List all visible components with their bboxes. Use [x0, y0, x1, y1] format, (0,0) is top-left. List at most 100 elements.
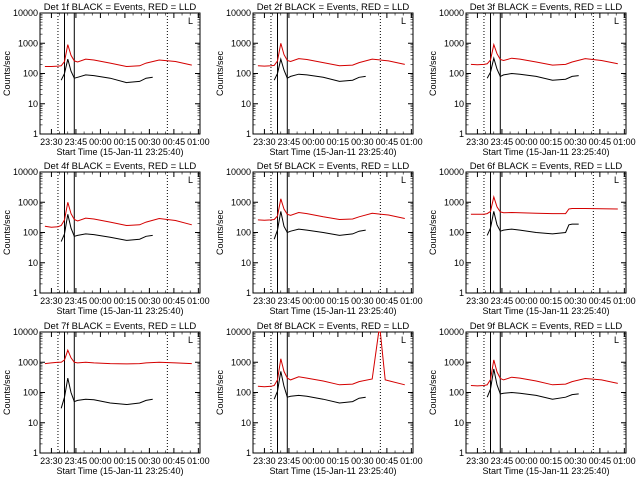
series-lld-line: [257, 43, 405, 67]
corner-mark: L: [401, 175, 406, 185]
series-lld-line: [470, 42, 618, 66]
x-tick-label: 01:00: [613, 296, 636, 306]
y-tick-label: 1: [246, 288, 251, 298]
x-tick-label: 00:00: [302, 296, 325, 306]
x-tick-label: 01:00: [187, 456, 210, 466]
y-tick-label: 1000: [444, 197, 464, 207]
y-tick-label: 1: [246, 448, 251, 458]
panel-title: Det 3f BLACK = Events, RED = LLD: [470, 2, 623, 13]
y-tick-label: 10: [241, 258, 251, 268]
y-tick-label: 100: [236, 388, 251, 398]
y-tick-label: 10: [454, 99, 464, 109]
panel-title: Det 1f BLACK = Events, RED = LLD: [44, 2, 197, 13]
series-events-line: [486, 368, 579, 400]
x-tick-label: 00:45: [589, 296, 612, 306]
y-tick-label: 100: [236, 69, 251, 79]
y-tick-label: 1000: [231, 357, 251, 367]
panel-title: Det 8f BLACK = Events, RED = LLD: [257, 321, 410, 332]
corner-mark: L: [188, 175, 193, 185]
y-tick-label: 100: [449, 388, 464, 398]
series-lld-line: [44, 348, 192, 365]
y-axis-label: Counts/sec: [428, 50, 438, 96]
x-tick-label: 23:45: [491, 296, 514, 306]
y-tick-label: 10000: [13, 8, 38, 18]
y-tick-label: 100: [449, 228, 464, 238]
panel-7: Det 7f BLACK = Events, RED = LLD 1 10 100 10…: [2, 321, 210, 476]
panel-title: Det 2f BLACK = Events, RED = LLD: [257, 2, 410, 13]
panel-4: Det 4f BLACK = Events, RED = LLD 1 10 100 10…: [2, 161, 210, 316]
y-tick-label: 10000: [226, 8, 251, 18]
series-events-line: [273, 211, 366, 240]
x-tick-label: 23:45: [491, 137, 514, 147]
y-tick-label: 100: [449, 69, 464, 79]
y-tick-label: 1000: [231, 38, 251, 48]
y-tick-label: 100: [23, 69, 38, 79]
x-tick-label: 00:00: [89, 296, 112, 306]
y-axis-label: Counts/sec: [215, 369, 225, 415]
x-tick-label: 23:45: [65, 296, 88, 306]
y-tick-label: 10000: [439, 8, 464, 18]
x-tick-label: 23:45: [65, 456, 88, 466]
y-tick-label: 1000: [444, 357, 464, 367]
panel-title: Det 4f BLACK = Events, RED = LLD: [44, 161, 197, 172]
y-tick-label: 100: [23, 228, 38, 238]
x-tick-label: 00:15: [540, 296, 563, 306]
x-tick-label: 00:00: [89, 456, 112, 466]
x-axis-label: Start Time (15-Jan-11 23:25:40): [57, 306, 184, 316]
x-tick-label: 00:15: [540, 137, 563, 147]
series-events-line: [273, 57, 366, 82]
y-tick-label: 1000: [18, 197, 38, 207]
x-tick-label: 01:00: [187, 296, 210, 306]
x-tick-label: 23:30: [40, 296, 63, 306]
y-tick-label: 10000: [13, 327, 38, 337]
corner-mark: L: [401, 335, 406, 345]
x-tick-label: 00:45: [589, 456, 612, 466]
y-tick-label: 1: [33, 129, 38, 139]
y-axis-label: Counts/sec: [215, 209, 225, 255]
x-axis-label: Start Time (15-Jan-11 23:25:40): [270, 147, 397, 157]
y-axis-label: Counts/sec: [2, 209, 12, 255]
x-tick-label: 00:15: [540, 456, 563, 466]
x-tick-label: 23:45: [491, 456, 514, 466]
corner-mark: L: [401, 16, 406, 26]
panel-9: Det 9f BLACK = Events, RED = LLD 1 10 100 10…: [428, 321, 636, 476]
y-axis-label: Counts/sec: [428, 369, 438, 415]
x-tick-label: 00:30: [351, 137, 374, 147]
y-tick-label: 100: [236, 228, 251, 238]
x-tick-label: 23:30: [253, 456, 276, 466]
panel-3: Det 3f BLACK = Events, RED = LLD 1 10 100 10…: [428, 2, 636, 157]
series-lld-line: [257, 198, 405, 221]
panel-8: Det 8f BLACK = Events, RED = LLD 1 10 100 10…: [215, 321, 423, 476]
panel-2: Det 2f BLACK = Events, RED = LLD 1 10 100 10…: [215, 2, 423, 157]
y-tick-label: 10: [454, 258, 464, 268]
panel-5: Det 5f BLACK = Events, RED = LLD 1 10 100 10…: [215, 161, 423, 316]
x-tick-label: 00:30: [564, 137, 587, 147]
x-tick-label: 00:30: [351, 456, 374, 466]
series-events-line: [486, 211, 579, 236]
x-tick-label: 00:45: [376, 296, 399, 306]
series-events-line: [60, 58, 153, 84]
x-tick-label: 00:45: [163, 296, 186, 306]
x-tick-label: 00:30: [564, 296, 587, 306]
y-tick-label: 10: [454, 418, 464, 428]
x-tick-label: 00:00: [302, 456, 325, 466]
x-tick-label: 00:00: [515, 456, 538, 466]
y-tick-label: 1: [246, 129, 251, 139]
y-tick-label: 1: [33, 448, 38, 458]
x-tick-label: 23:30: [253, 137, 276, 147]
panel-title: Det 5f BLACK = Events, RED = LLD: [257, 161, 410, 172]
x-tick-label: 00:30: [564, 456, 587, 466]
x-axis-label: Start Time (15-Jan-11 23:25:40): [483, 306, 610, 316]
y-axis-label: Counts/sec: [2, 369, 12, 415]
x-tick-label: 00:45: [376, 456, 399, 466]
x-tick-label: 01:00: [400, 296, 423, 306]
y-tick-label: 1: [33, 288, 38, 298]
x-tick-label: 01:00: [187, 137, 210, 147]
series-lld-line: [257, 331, 405, 388]
x-axis-label: Start Time (15-Jan-11 23:25:40): [483, 147, 610, 157]
x-axis-label: Start Time (15-Jan-11 23:25:40): [57, 466, 184, 476]
x-tick-label: 23:45: [278, 456, 301, 466]
y-tick-label: 10000: [226, 327, 251, 337]
y-tick-label: 1: [459, 448, 464, 458]
